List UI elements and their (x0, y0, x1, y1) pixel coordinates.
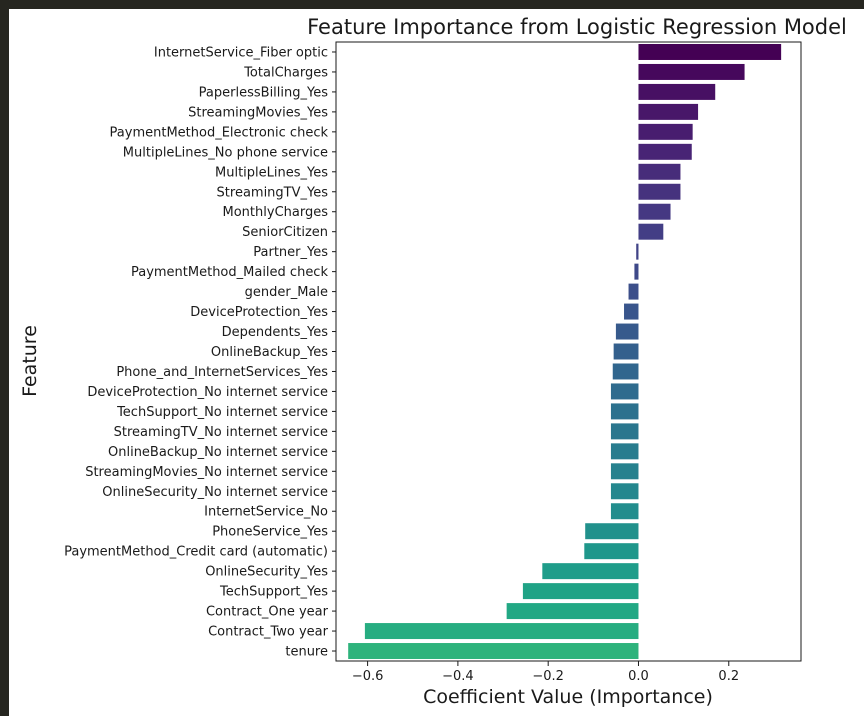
x-tick-label: 0.2 (718, 669, 739, 684)
y-tick-label: OnlineBackup_Yes (211, 345, 328, 360)
bar (615, 323, 639, 340)
bars-group (348, 43, 782, 660)
bar (610, 403, 639, 420)
bar (638, 43, 782, 60)
bar (638, 223, 664, 240)
bar (612, 363, 639, 380)
bar (610, 503, 639, 520)
bar (636, 243, 639, 260)
y-tick-label: MultipleLines_Yes (215, 165, 328, 180)
bar (542, 563, 639, 580)
y-tick-label: TechSupport_No internet service (116, 405, 328, 420)
y-tick-label: StreamingMovies_Yes (188, 105, 328, 120)
y-tick-label: InternetService_No (204, 505, 328, 520)
y-tick-label: StreamingTV_Yes (217, 185, 329, 200)
bar (364, 623, 639, 640)
y-tick-label: Contract_Two year (208, 625, 329, 640)
y-tick-label: OnlineSecurity_Yes (205, 565, 328, 580)
y-tick-label: Partner_Yes (253, 245, 328, 260)
bar (628, 283, 639, 300)
x-ticks: −0.6 −0.4 −0.2 0.0 0.2 (352, 661, 739, 684)
x-tick-label: −0.4 (442, 669, 474, 684)
bar (610, 463, 639, 480)
y-tick-label: SeniorCitizen (242, 225, 328, 240)
y-tick-label: MonthlyCharges (223, 205, 329, 220)
bar (584, 543, 639, 560)
bar (522, 583, 639, 600)
x-tick-label: −0.6 (352, 669, 384, 684)
x-axis-label: Coefficient Value (Importance) (423, 686, 713, 708)
y-tick-label: tenure (285, 645, 328, 660)
y-tick-label: PaymentMethod_Mailed check (131, 265, 328, 280)
y-tick-label: MultipleLines_No phone service (123, 145, 328, 160)
bar (638, 103, 699, 120)
y-tick-labels: InternetService_Fiber optic TotalCharges P… (64, 45, 336, 660)
chart-title: Feature Importance from Logistic Regress… (307, 15, 847, 39)
bar (634, 263, 639, 280)
bar (638, 183, 681, 200)
y-tick-label: TotalCharges (243, 65, 328, 80)
y-tick-label: OnlineSecurity_No internet service (102, 485, 328, 500)
bar (610, 423, 639, 440)
plot-frame (335, 41, 802, 662)
bar (638, 203, 671, 220)
y-tick-label: StreamingMovies_No internet service (85, 465, 328, 480)
chart-canvas: Feature Importance from Logistic Regress… (9, 9, 864, 716)
y-tick-label: DeviceProtection_Yes (190, 305, 328, 320)
bar (610, 483, 639, 500)
bar (638, 83, 716, 100)
bar (585, 523, 639, 540)
y-tick-label: TechSupport_Yes (219, 585, 328, 600)
bar (638, 63, 745, 80)
x-tick-label: 0.0 (628, 669, 649, 684)
y-tick-label: PaymentMethod_Credit card (automatic) (64, 545, 328, 560)
y-tick-label: gender_Male (245, 285, 328, 300)
y-tick-label: PaperlessBilling_Yes (199, 85, 329, 100)
bar (610, 443, 639, 460)
y-tick-label: Phone_and_InternetServices_Yes (116, 365, 328, 380)
bar (348, 643, 639, 660)
y-tick-label: PaymentMethod_Electronic check (110, 125, 329, 140)
bar (506, 603, 639, 620)
y-tick-label: DeviceProtection_No internet service (87, 385, 328, 400)
y-tick-label: Contract_One year (206, 605, 329, 620)
bar (638, 163, 681, 180)
bar (613, 343, 639, 360)
bar (610, 383, 639, 400)
y-tick-label: PhoneService_Yes (212, 525, 328, 540)
bar (638, 143, 692, 160)
bar-chart: Feature Importance from Logistic Regress… (19, 15, 847, 708)
y-tick-label: StreamingTV_No internet service (114, 425, 328, 440)
bar (624, 303, 639, 320)
bar (638, 123, 693, 140)
y-axis-label: Feature (19, 325, 41, 397)
y-tick-label: Dependents_Yes (222, 325, 329, 340)
y-tick-label: InternetService_Fiber optic (154, 45, 328, 60)
x-tick-label: −0.2 (532, 669, 564, 684)
y-tick-label: OnlineBackup_No internet service (108, 445, 328, 460)
